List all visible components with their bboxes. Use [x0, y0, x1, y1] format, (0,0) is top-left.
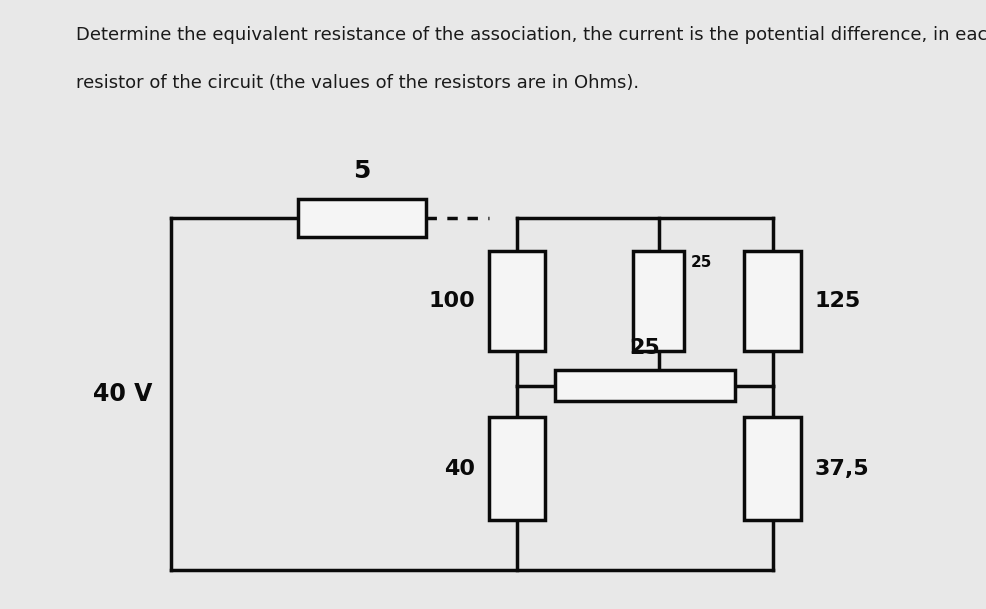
Text: 125: 125 — [814, 291, 861, 311]
Text: 5: 5 — [353, 159, 371, 183]
Bar — [554, 370, 736, 401]
Text: 40 V: 40 V — [93, 382, 153, 406]
Text: 25: 25 — [691, 255, 712, 270]
Bar — [744, 251, 801, 351]
Bar — [744, 417, 801, 520]
Bar — [489, 417, 545, 520]
Bar — [299, 199, 426, 237]
Text: Determine the equivalent resistance of the association, the current is the poten: Determine the equivalent resistance of t… — [76, 26, 986, 44]
Text: 40: 40 — [445, 459, 475, 479]
Text: 37,5: 37,5 — [814, 459, 869, 479]
Bar — [489, 251, 545, 351]
Bar — [633, 251, 683, 351]
Text: resistor of the circuit (the values of the resistors are in Ohms).: resistor of the circuit (the values of t… — [76, 74, 639, 93]
Text: 25: 25 — [629, 338, 661, 357]
Text: 100: 100 — [429, 291, 475, 311]
